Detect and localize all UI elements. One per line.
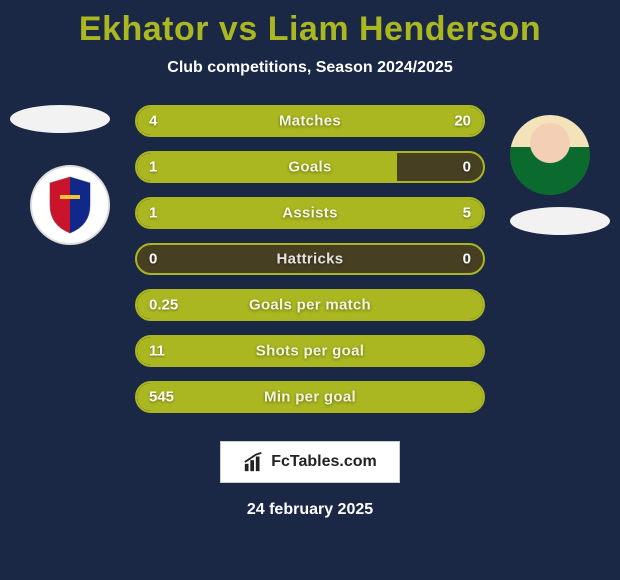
title-player1: Ekhator xyxy=(79,10,209,48)
bar-value-left: 1 xyxy=(149,205,157,222)
bar-label: Matches xyxy=(279,113,341,130)
bar-label: Goals per match xyxy=(249,297,371,314)
bar-value-left: 1 xyxy=(149,159,157,176)
bar-fill-left xyxy=(137,153,397,181)
bar-label: Min per goal xyxy=(264,389,356,406)
stat-bars: 4 20 Matches 1 0 Goals 1 5 Assists 0 0 Hattricks 0.2… xyxy=(135,105,485,413)
stat-bar: 1 0 Goals xyxy=(135,151,485,183)
brand-text: FcTables.com xyxy=(271,453,377,471)
bar-value-left: 11 xyxy=(149,343,165,360)
stat-bar: 1 5 Assists xyxy=(135,197,485,229)
avatar-right xyxy=(510,115,590,195)
chart-icon xyxy=(243,451,265,473)
bar-fill-right xyxy=(196,199,483,227)
bar-value-right: 5 xyxy=(463,205,471,222)
bar-label: Goals xyxy=(288,159,331,176)
club-badge-left xyxy=(30,165,110,245)
bar-value-right: 0 xyxy=(463,159,471,176)
shadow-right xyxy=(510,207,610,235)
bar-value-left: 545 xyxy=(149,389,174,406)
bar-fill-left xyxy=(137,199,196,227)
shadow-left xyxy=(10,105,110,133)
bar-fill-left xyxy=(137,107,196,135)
title-player2: Liam Henderson xyxy=(268,10,541,48)
page-title: Ekhator vs Liam Henderson xyxy=(0,0,620,49)
stat-bar: 4 20 Matches xyxy=(135,105,485,137)
bar-label: Assists xyxy=(282,205,337,222)
date-text: 24 february 2025 xyxy=(0,501,620,519)
stat-bar: 0 0 Hattricks xyxy=(135,243,485,275)
shield-icon xyxy=(46,175,94,235)
stat-bar: 0.25 Goals per match xyxy=(135,289,485,321)
comparison-arena: 4 20 Matches 1 0 Goals 1 5 Assists 0 0 Hattricks 0.2… xyxy=(0,105,620,413)
title-vs: vs xyxy=(209,10,268,48)
bar-label: Hattricks xyxy=(277,251,344,268)
bar-value-right: 0 xyxy=(463,251,471,268)
bar-value-left: 0.25 xyxy=(149,297,178,314)
subtitle: Club competitions, Season 2024/2025 xyxy=(0,59,620,77)
bar-value-left: 4 xyxy=(149,113,157,130)
stat-bar: 11 Shots per goal xyxy=(135,335,485,367)
bar-value-right: 20 xyxy=(454,113,471,130)
stat-bar: 545 Min per goal xyxy=(135,381,485,413)
bar-value-left: 0 xyxy=(149,251,157,268)
brand-badge: FcTables.com xyxy=(220,441,400,483)
bar-label: Shots per goal xyxy=(256,343,364,360)
